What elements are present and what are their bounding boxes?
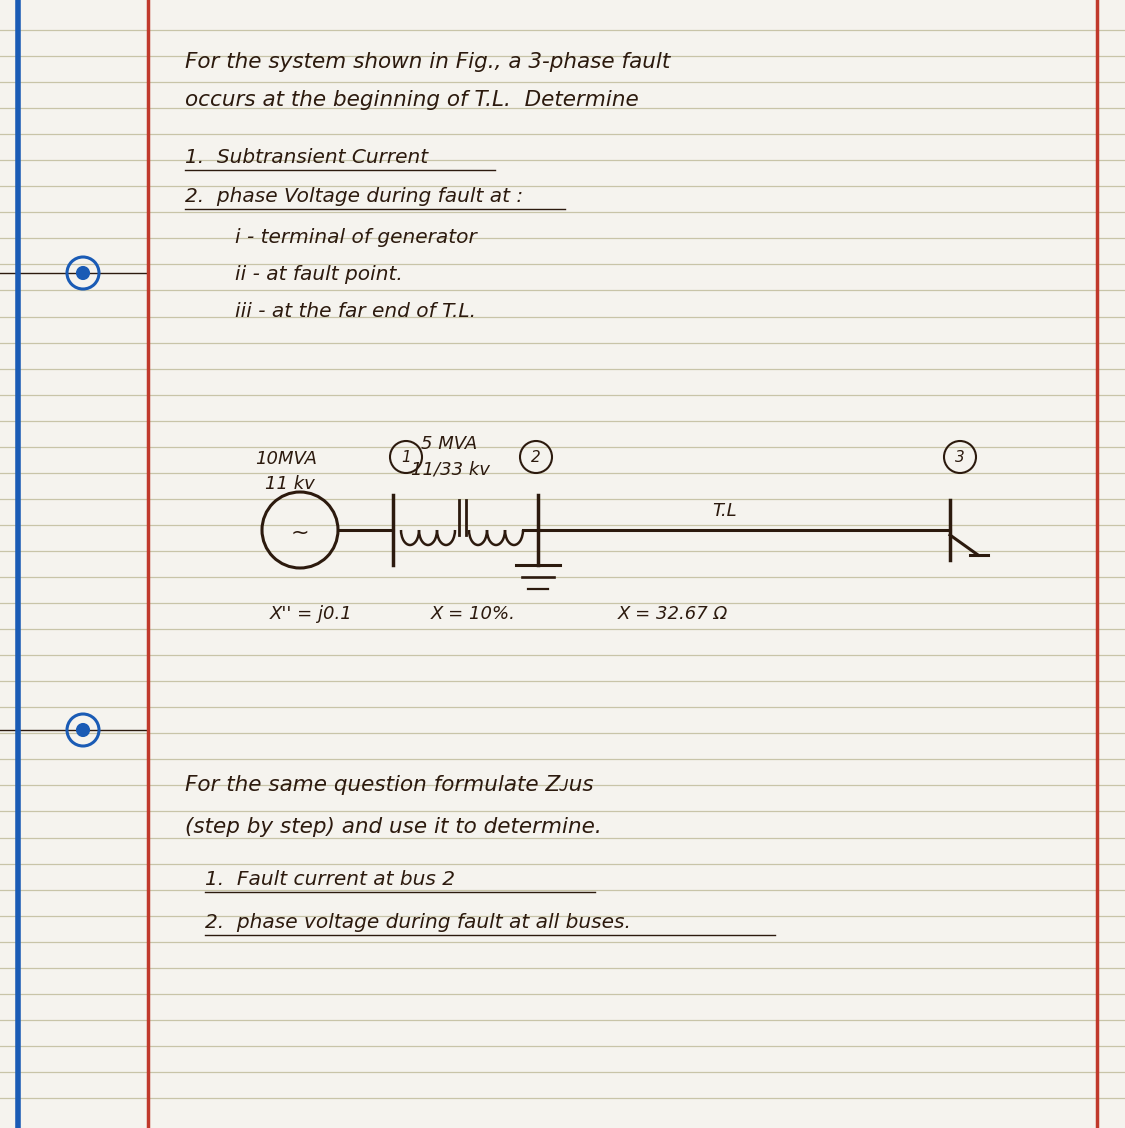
Circle shape <box>76 724 89 735</box>
Text: iii - at the far end of T.L.: iii - at the far end of T.L. <box>235 302 476 321</box>
Text: 5 MVA: 5 MVA <box>421 435 477 453</box>
Text: 2: 2 <box>531 449 541 465</box>
Text: 2.  phase voltage during fault at all buses.: 2. phase voltage during fault at all bus… <box>205 913 631 932</box>
Text: 11 kv: 11 kv <box>266 475 315 493</box>
Text: 1.  Fault current at bus 2: 1. Fault current at bus 2 <box>205 870 454 889</box>
Circle shape <box>76 267 89 279</box>
Text: 10MVA: 10MVA <box>255 450 317 468</box>
Text: occurs at the beginning of T.L.  Determine: occurs at the beginning of T.L. Determin… <box>184 90 639 111</box>
Text: X = 32.67 Ω: X = 32.67 Ω <box>618 605 728 623</box>
Text: ~: ~ <box>290 523 309 543</box>
Text: 11/33 kv: 11/33 kv <box>411 460 489 478</box>
Text: For the same question formulate Zᴊus: For the same question formulate Zᴊus <box>184 775 594 795</box>
Text: 1.  Subtransient Current: 1. Subtransient Current <box>184 148 429 167</box>
Text: 2.  phase Voltage during fault at :: 2. phase Voltage during fault at : <box>184 187 523 206</box>
Text: 1: 1 <box>402 449 411 465</box>
Text: ii - at fault point.: ii - at fault point. <box>235 265 403 284</box>
Text: 3: 3 <box>955 449 965 465</box>
Text: X'' = j0.1: X'' = j0.1 <box>270 605 353 623</box>
Text: T.L: T.L <box>713 502 737 520</box>
Text: For the system shown in Fig., a 3-phase fault: For the system shown in Fig., a 3-phase … <box>184 52 670 72</box>
Text: i - terminal of generator: i - terminal of generator <box>235 228 477 247</box>
Text: (step by step) and use it to determine.: (step by step) and use it to determine. <box>184 817 602 837</box>
Text: X = 10%.: X = 10%. <box>431 605 516 623</box>
